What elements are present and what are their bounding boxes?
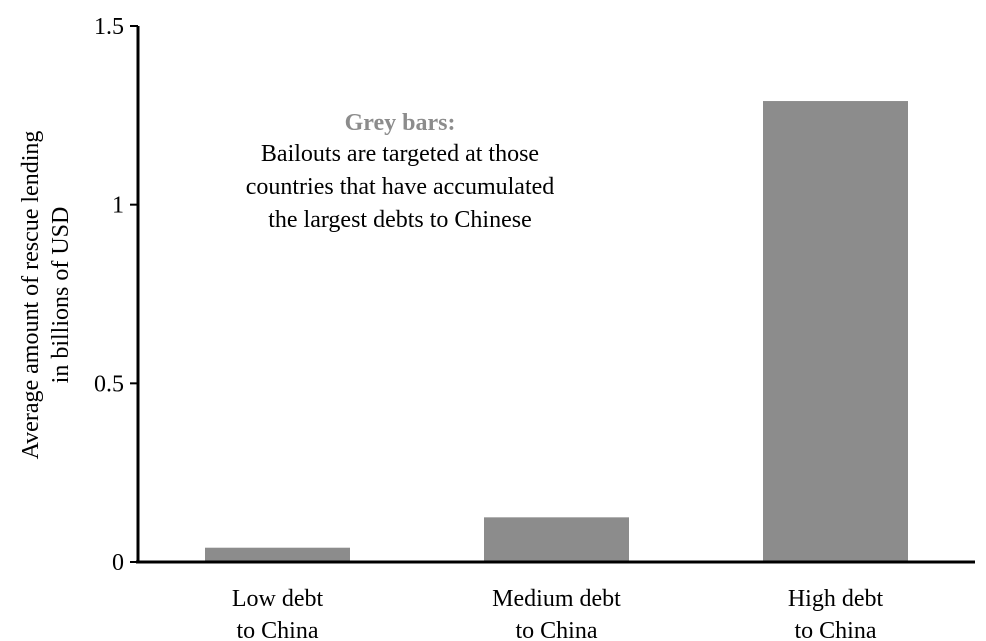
y-ticks-group: 0 0.5 1 1.5 (94, 14, 138, 576)
bar (763, 101, 908, 562)
y-axis-label: Average amount of rescue lending in billi… (18, 131, 74, 460)
annotation-line: countries that have accumulated (246, 174, 555, 200)
x-category-label-line: to China (237, 618, 319, 641)
bars-group (205, 101, 908, 562)
bar (205, 547, 350, 562)
y-axis-label-line: in billions of USD (48, 207, 74, 384)
annotation-title: Grey bars: (345, 110, 456, 136)
annotation-line: the largest debts to Chinese (268, 207, 532, 233)
x-category-label-line: Low debt (232, 586, 324, 612)
y-tick-label: 0 (112, 550, 124, 576)
y-tick-label: 1.5 (94, 14, 124, 40)
x-category-label: High debt to China (788, 586, 884, 641)
x-category-label-line: to China (516, 618, 598, 641)
x-category-label: Medium debt to China (492, 586, 621, 641)
annotation-text: Grey bars: Bailouts are targeted at those… (246, 110, 555, 233)
x-category-label: Low debt to China (232, 586, 324, 641)
x-category-label-line: Medium debt (492, 586, 621, 612)
y-tick-label: 0.5 (94, 371, 124, 397)
y-tick-label: 1 (112, 193, 124, 219)
y-axis-label-line: Average amount of rescue lending (18, 131, 44, 460)
annotation-line: Bailouts are targeted at those (261, 141, 539, 167)
bar (484, 517, 629, 562)
x-category-label-line: to China (795, 618, 877, 641)
x-category-label-line: High debt (788, 586, 884, 612)
